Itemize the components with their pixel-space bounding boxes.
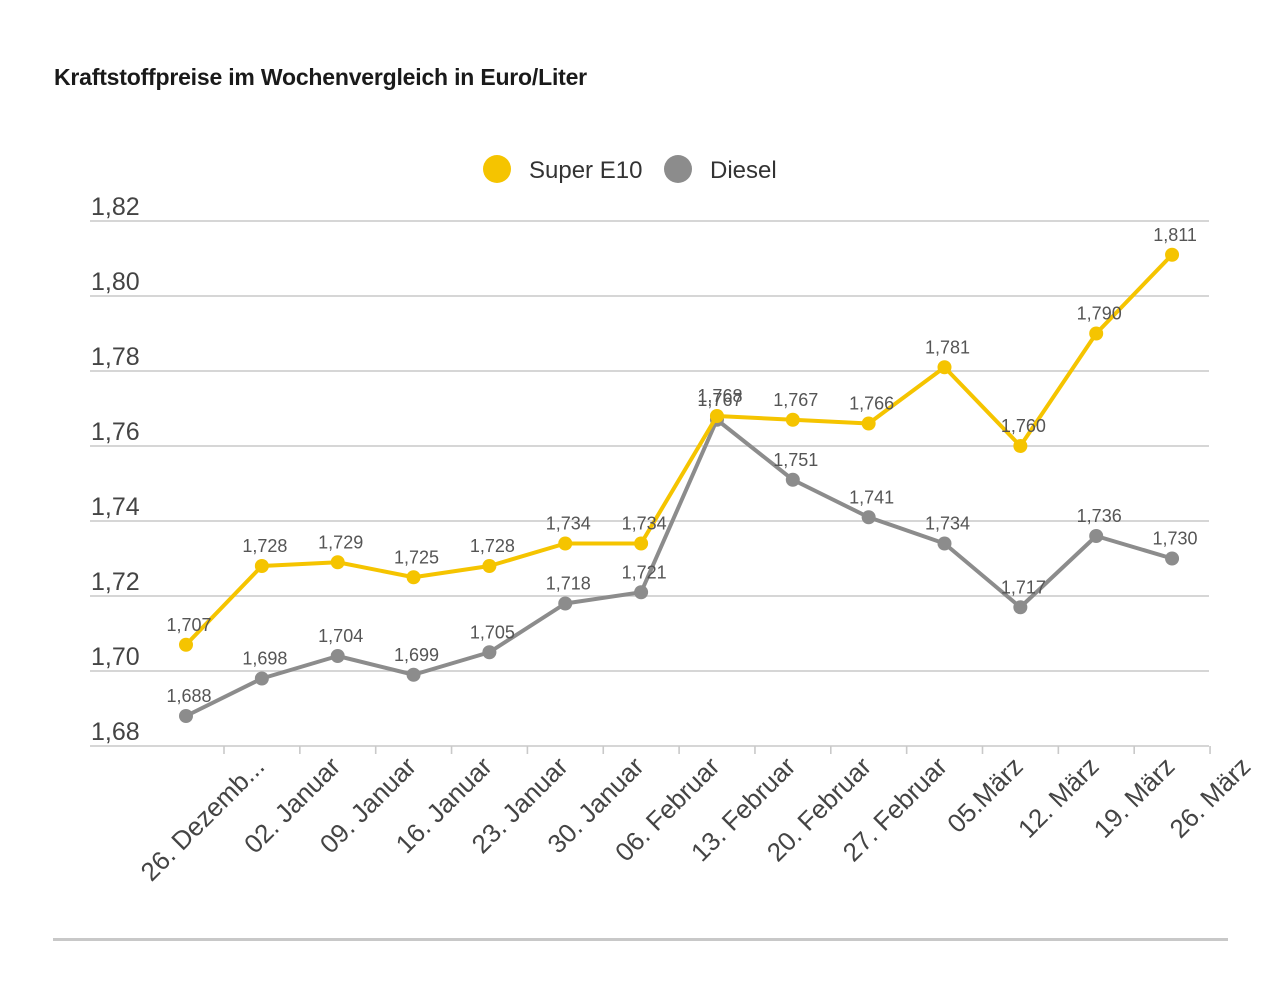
data-label: 1,707 (166, 615, 211, 635)
data-point (861, 510, 876, 525)
y-tick-label: 1,78 (91, 343, 140, 371)
data-point (330, 649, 345, 663)
y-tick-label: 1,74 (91, 493, 140, 521)
data-point (1013, 439, 1028, 453)
data-point (254, 559, 269, 573)
x-tick-label: 19. März (1088, 751, 1181, 844)
data-point (785, 412, 800, 427)
data-label: 1,721 (622, 562, 667, 582)
data-point (785, 472, 800, 487)
legend-label: Diesel (710, 157, 777, 184)
data-label: 1,704 (318, 626, 363, 646)
data-labels: 1,707 1,728 1,729 1,725 1,728 1,734 1,734 1,768… (166, 225, 1197, 706)
series-line-diesel (185, 417, 1173, 718)
data-label: 1,698 (242, 649, 287, 669)
data-point (709, 409, 724, 423)
data-point (937, 536, 952, 551)
data-point (330, 555, 345, 570)
data-point (179, 637, 193, 652)
data-point (482, 559, 497, 573)
gridlines (90, 220, 1209, 747)
chart-title: Kraftstoffpreise im Wochenvergleich in E… (54, 64, 587, 90)
data-point (861, 416, 876, 431)
data-point (1165, 247, 1180, 262)
data-label: 1,767 (697, 390, 742, 410)
data-label: 1,736 (1077, 506, 1122, 526)
y-tick-label: 1,76 (91, 418, 140, 446)
data-point (558, 536, 573, 551)
data-label: 1,699 (394, 645, 439, 665)
data-label: 1,705 (470, 622, 515, 642)
series-layer (179, 247, 1180, 723)
data-label: 1,728 (242, 536, 287, 556)
y-axis: 1,68 1,70 1,72 1,74 1,76 1,78 1,80 1,82 (91, 193, 140, 746)
data-label: 1,729 (318, 532, 363, 552)
legend-marker (483, 155, 511, 183)
series-line-super-e10 (184, 253, 1174, 647)
data-point (558, 596, 573, 611)
legend-label: Super E10 (529, 157, 642, 184)
data-point (406, 667, 421, 682)
legend: Super E10 Diesel (483, 155, 777, 184)
data-label: 1,730 (1153, 529, 1198, 549)
data-label: 1,734 (546, 514, 591, 534)
data-label: 1,768 (697, 386, 742, 406)
data-label: 1,728 (470, 536, 515, 556)
data-point (1165, 551, 1180, 566)
data-point (1013, 600, 1028, 615)
data-label: 1,734 (925, 514, 970, 534)
data-point (179, 709, 193, 723)
x-tick-label: 12. März (1012, 751, 1105, 844)
data-point (482, 645, 497, 660)
data-point (406, 570, 421, 585)
y-tick-label: 1,68 (91, 718, 140, 746)
data-point (634, 536, 649, 551)
data-label: 1,741 (849, 487, 894, 507)
data-point (254, 671, 269, 686)
data-label: 1,734 (622, 514, 667, 534)
y-tick-label: 1,80 (91, 268, 140, 296)
data-label: 1,811 (1153, 225, 1197, 245)
legend-marker (664, 155, 692, 183)
data-label: 1,725 (394, 547, 439, 567)
data-label: 1,751 (773, 450, 818, 470)
data-label: 1,781 (925, 337, 970, 357)
data-label: 1,760 (1001, 416, 1046, 436)
data-label: 1,688 (166, 686, 211, 706)
data-point (1089, 529, 1104, 543)
data-point (634, 585, 649, 600)
y-tick-label: 1,72 (91, 568, 140, 596)
y-tick-label: 1,70 (91, 643, 140, 671)
data-label: 1,767 (773, 390, 818, 410)
bottom-divider (53, 938, 1228, 941)
data-label: 1,717 (1001, 577, 1046, 597)
data-point (1089, 326, 1104, 341)
data-label: 1,790 (1077, 304, 1122, 324)
data-label: 1,766 (849, 394, 894, 414)
data-label: 1,718 (546, 574, 591, 594)
x-tick-label: 26. März (1164, 751, 1257, 844)
x-tick-label: 26. Dezemb... (135, 751, 271, 887)
y-tick-label: 1,82 (91, 193, 140, 221)
data-point (937, 360, 952, 375)
